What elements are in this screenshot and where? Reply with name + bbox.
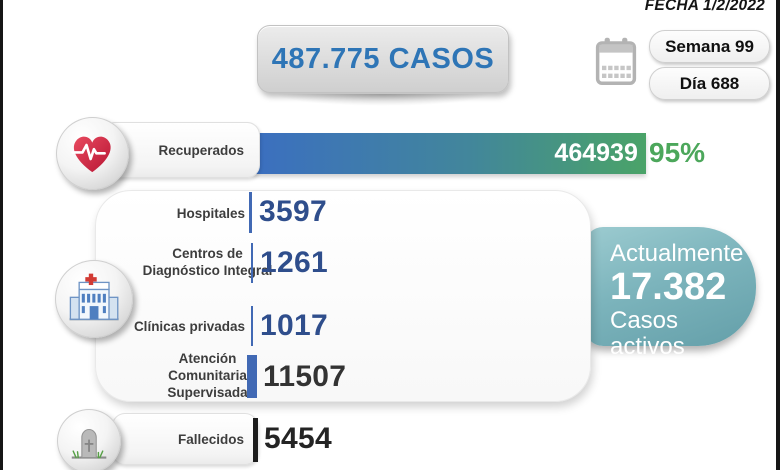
stat-row-label-acs: Atención Comunitaria Supervisada [167,351,248,400]
recovered-heart-icon [56,117,129,190]
day-badge: Día 688 [649,67,770,100]
deceased-value: 5454 [264,422,332,455]
stat-row-value-hospitales: 3597 [259,195,327,228]
total-cases-banner: 487.775 CASOS [257,25,509,106]
total-cases-label: 487.775 CASOS [271,42,495,75]
recovered-value: 464939 [554,139,638,167]
hospital-icon [55,260,133,338]
stat-row-bar-cdi [251,243,253,283]
recovered-label: Recuperados [158,142,244,158]
stat-row-label-clinicas: Clínicas privadas [133,319,245,334]
stat-row-bar-acs [247,355,257,398]
active-cases-line1: Actualmente [610,240,744,267]
stat-row-label-hospitales: Hospitales [176,206,245,221]
week-badge: Semana 99 [649,30,770,63]
stat-row-value-clinicas: 1017 [260,309,328,342]
stats-panel [95,190,591,402]
stat-row-value-acs: 11507 [263,360,347,393]
recovered-bar: 464939 [253,133,646,174]
active-cases-box: Actualmente 17.382 Casos activos [585,227,756,360]
screen-edge-left [0,0,3,470]
stat-row-value-cdi: 1261 [260,246,328,279]
screen-edge-right [776,0,780,470]
recovered-percent: 95% [649,137,706,168]
stat-row-label-cdi: Centros de Diagnóstico Integral [142,246,273,278]
calendar-icon [595,36,637,88]
stat-row-bar-clinicas [251,306,253,346]
date-label: FECHA 1/2/2022 [644,0,765,14]
deceased-label: Fallecidos [177,431,244,447]
active-cases-line2: Casos activos [610,307,685,360]
active-cases-value: 17.382 [610,266,727,308]
deceased-tombstone-icon [57,409,121,470]
day-badge-label: Día 688 [679,73,740,93]
deceased-bar [253,418,258,462]
week-badge-label: Semana 99 [665,36,754,56]
stat-row-bar-hospitales [249,192,253,233]
deceased-label-box: Fallecidos [112,413,258,465]
